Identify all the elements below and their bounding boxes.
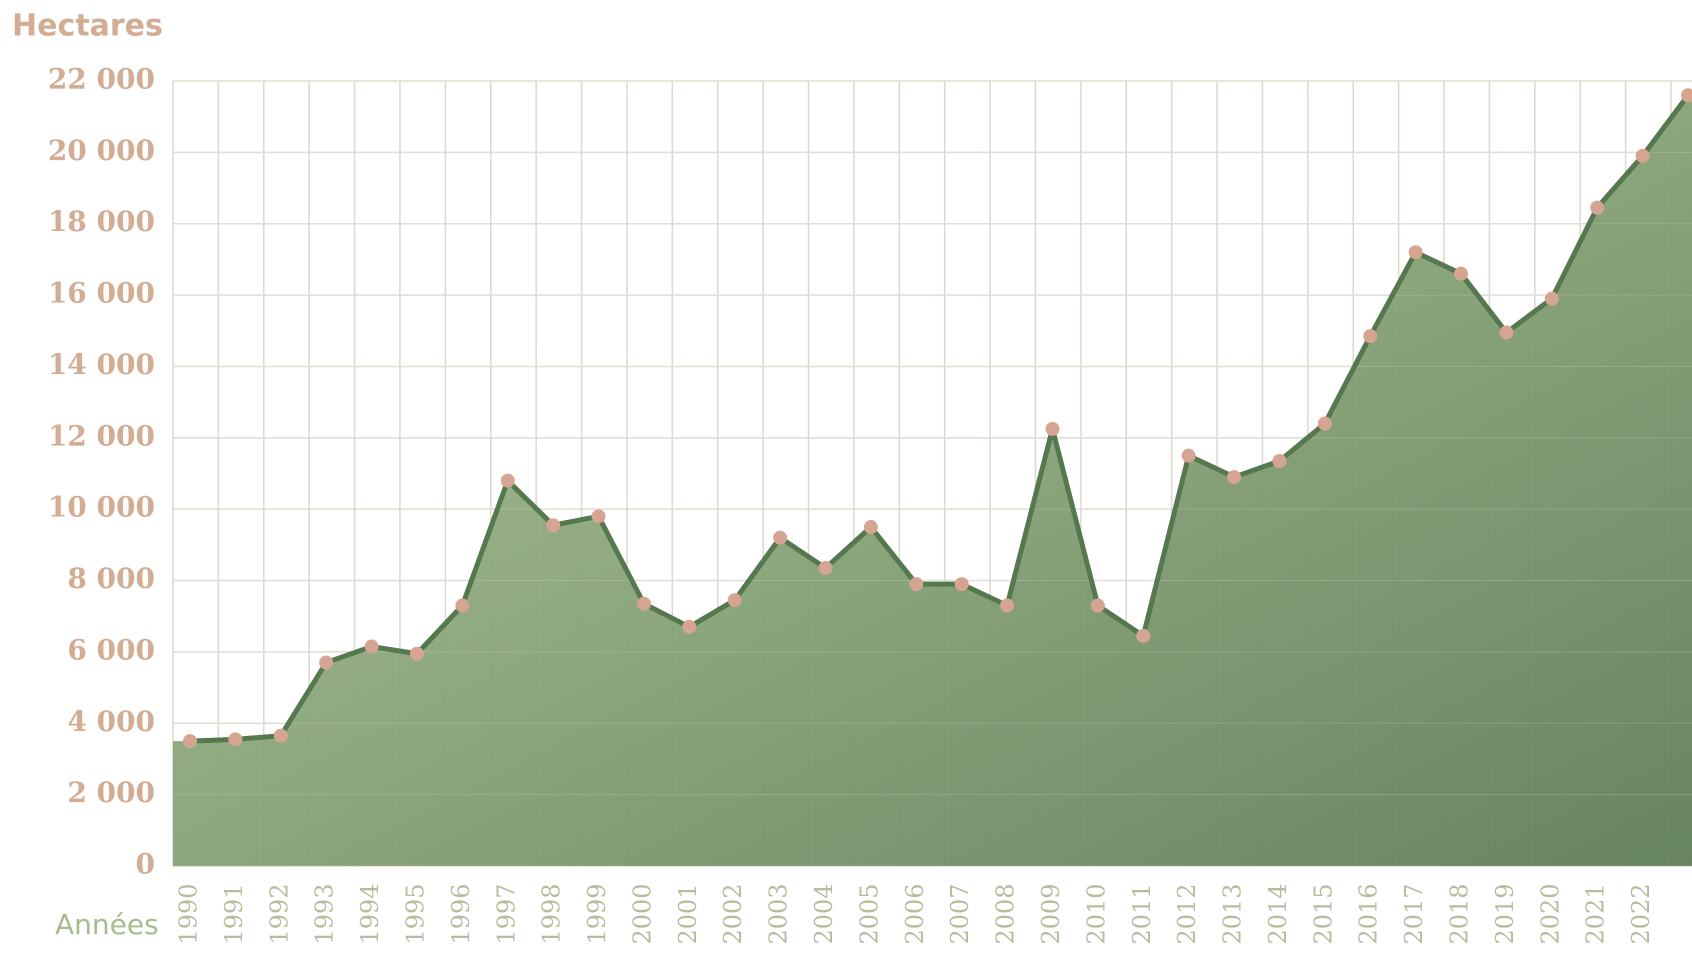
x-tick-label: 2006 <box>901 883 929 944</box>
point <box>1000 598 1015 613</box>
x-tick-label: 1995 <box>401 883 429 944</box>
x-tick-label: 2015 <box>1309 883 1337 944</box>
y-axis-title: Hectares <box>12 9 163 44</box>
x-tick-label: 2021 <box>1582 883 1610 944</box>
y-tick-label: 6 000 <box>67 633 155 666</box>
point <box>455 598 470 613</box>
point <box>1454 266 1469 281</box>
point <box>636 596 651 611</box>
point <box>1635 148 1650 163</box>
x-tick-label: 1994 <box>356 883 384 944</box>
point <box>319 655 334 670</box>
x-tick-label: 2009 <box>1037 883 1065 944</box>
x-tick-label: 2004 <box>810 883 838 944</box>
y-tick-label: 12 000 <box>48 419 155 452</box>
y-tick-label: 10 000 <box>48 491 155 524</box>
x-tick-label: 2008 <box>992 883 1020 944</box>
y-tick-label: 16 000 <box>48 277 155 310</box>
y-tick-label: 0 <box>136 848 155 881</box>
point <box>682 619 697 634</box>
x-tick-label: 2018 <box>1446 883 1474 944</box>
x-tick-label: 2013 <box>1219 883 1247 944</box>
x-tick-label: 2016 <box>1355 883 1383 944</box>
y-tick-label: 8 000 <box>67 562 155 595</box>
point <box>273 728 288 743</box>
x-tick-label: 1996 <box>447 883 475 944</box>
x-tick-label: 1997 <box>492 883 520 944</box>
point <box>1317 416 1332 431</box>
x-tick-label: 1991 <box>220 883 248 944</box>
point <box>1090 598 1105 613</box>
point <box>818 561 833 576</box>
point <box>727 593 742 608</box>
x-tick-label: 1993 <box>311 883 339 944</box>
point <box>591 509 606 524</box>
x-tick-label: 2019 <box>1491 883 1519 944</box>
x-tick-label: 2001 <box>674 883 702 944</box>
y-tick-label: 14 000 <box>48 348 155 381</box>
point <box>1272 454 1287 469</box>
y-tick-label: 4 000 <box>67 705 155 738</box>
point <box>228 732 243 747</box>
x-tick-label: 2020 <box>1536 883 1564 944</box>
point <box>773 530 788 545</box>
point <box>1181 448 1196 463</box>
x-tick-label: 2012 <box>1173 883 1201 944</box>
x-tick-label: 2022 <box>1627 883 1655 944</box>
point <box>863 520 878 535</box>
point <box>183 734 197 749</box>
x-tick-label: 2014 <box>1264 883 1292 944</box>
x-tick-label: 2007 <box>946 883 974 944</box>
y-tick-label: 20 000 <box>48 134 155 167</box>
point <box>500 473 515 488</box>
x-tick-label: 1992 <box>265 883 293 944</box>
x-axis-title: Années <box>55 908 159 941</box>
point <box>1408 245 1423 260</box>
x-tick-label: 2010 <box>1082 883 1110 944</box>
point <box>409 646 424 661</box>
point <box>1590 200 1605 215</box>
area <box>173 95 1692 867</box>
line <box>189 93 1691 744</box>
x-tick-label: 2003 <box>765 883 793 944</box>
x-tick-label: 2011 <box>1128 883 1156 944</box>
y-tick-label: 22 000 <box>48 63 155 96</box>
point <box>1499 325 1514 340</box>
point <box>909 577 924 592</box>
point <box>1227 470 1242 485</box>
x-tick-label: 2000 <box>628 883 656 944</box>
point <box>1045 421 1060 436</box>
point <box>954 577 969 592</box>
point <box>364 639 379 654</box>
x-tick-label: 2002 <box>719 883 747 944</box>
point <box>1681 88 1692 103</box>
x-tick-label: 1990 <box>175 883 203 944</box>
point <box>546 518 561 533</box>
y-tick-label: 18 000 <box>48 205 155 238</box>
point <box>1544 291 1559 306</box>
x-tick-label: 1998 <box>538 883 566 944</box>
x-tick-label: 2005 <box>855 883 883 944</box>
point <box>1363 329 1378 344</box>
x-tick-label: 2017 <box>1400 883 1428 944</box>
point <box>1136 628 1151 643</box>
x-tick-label: 1999 <box>583 883 611 944</box>
y-tick-label: 2 000 <box>67 776 155 809</box>
